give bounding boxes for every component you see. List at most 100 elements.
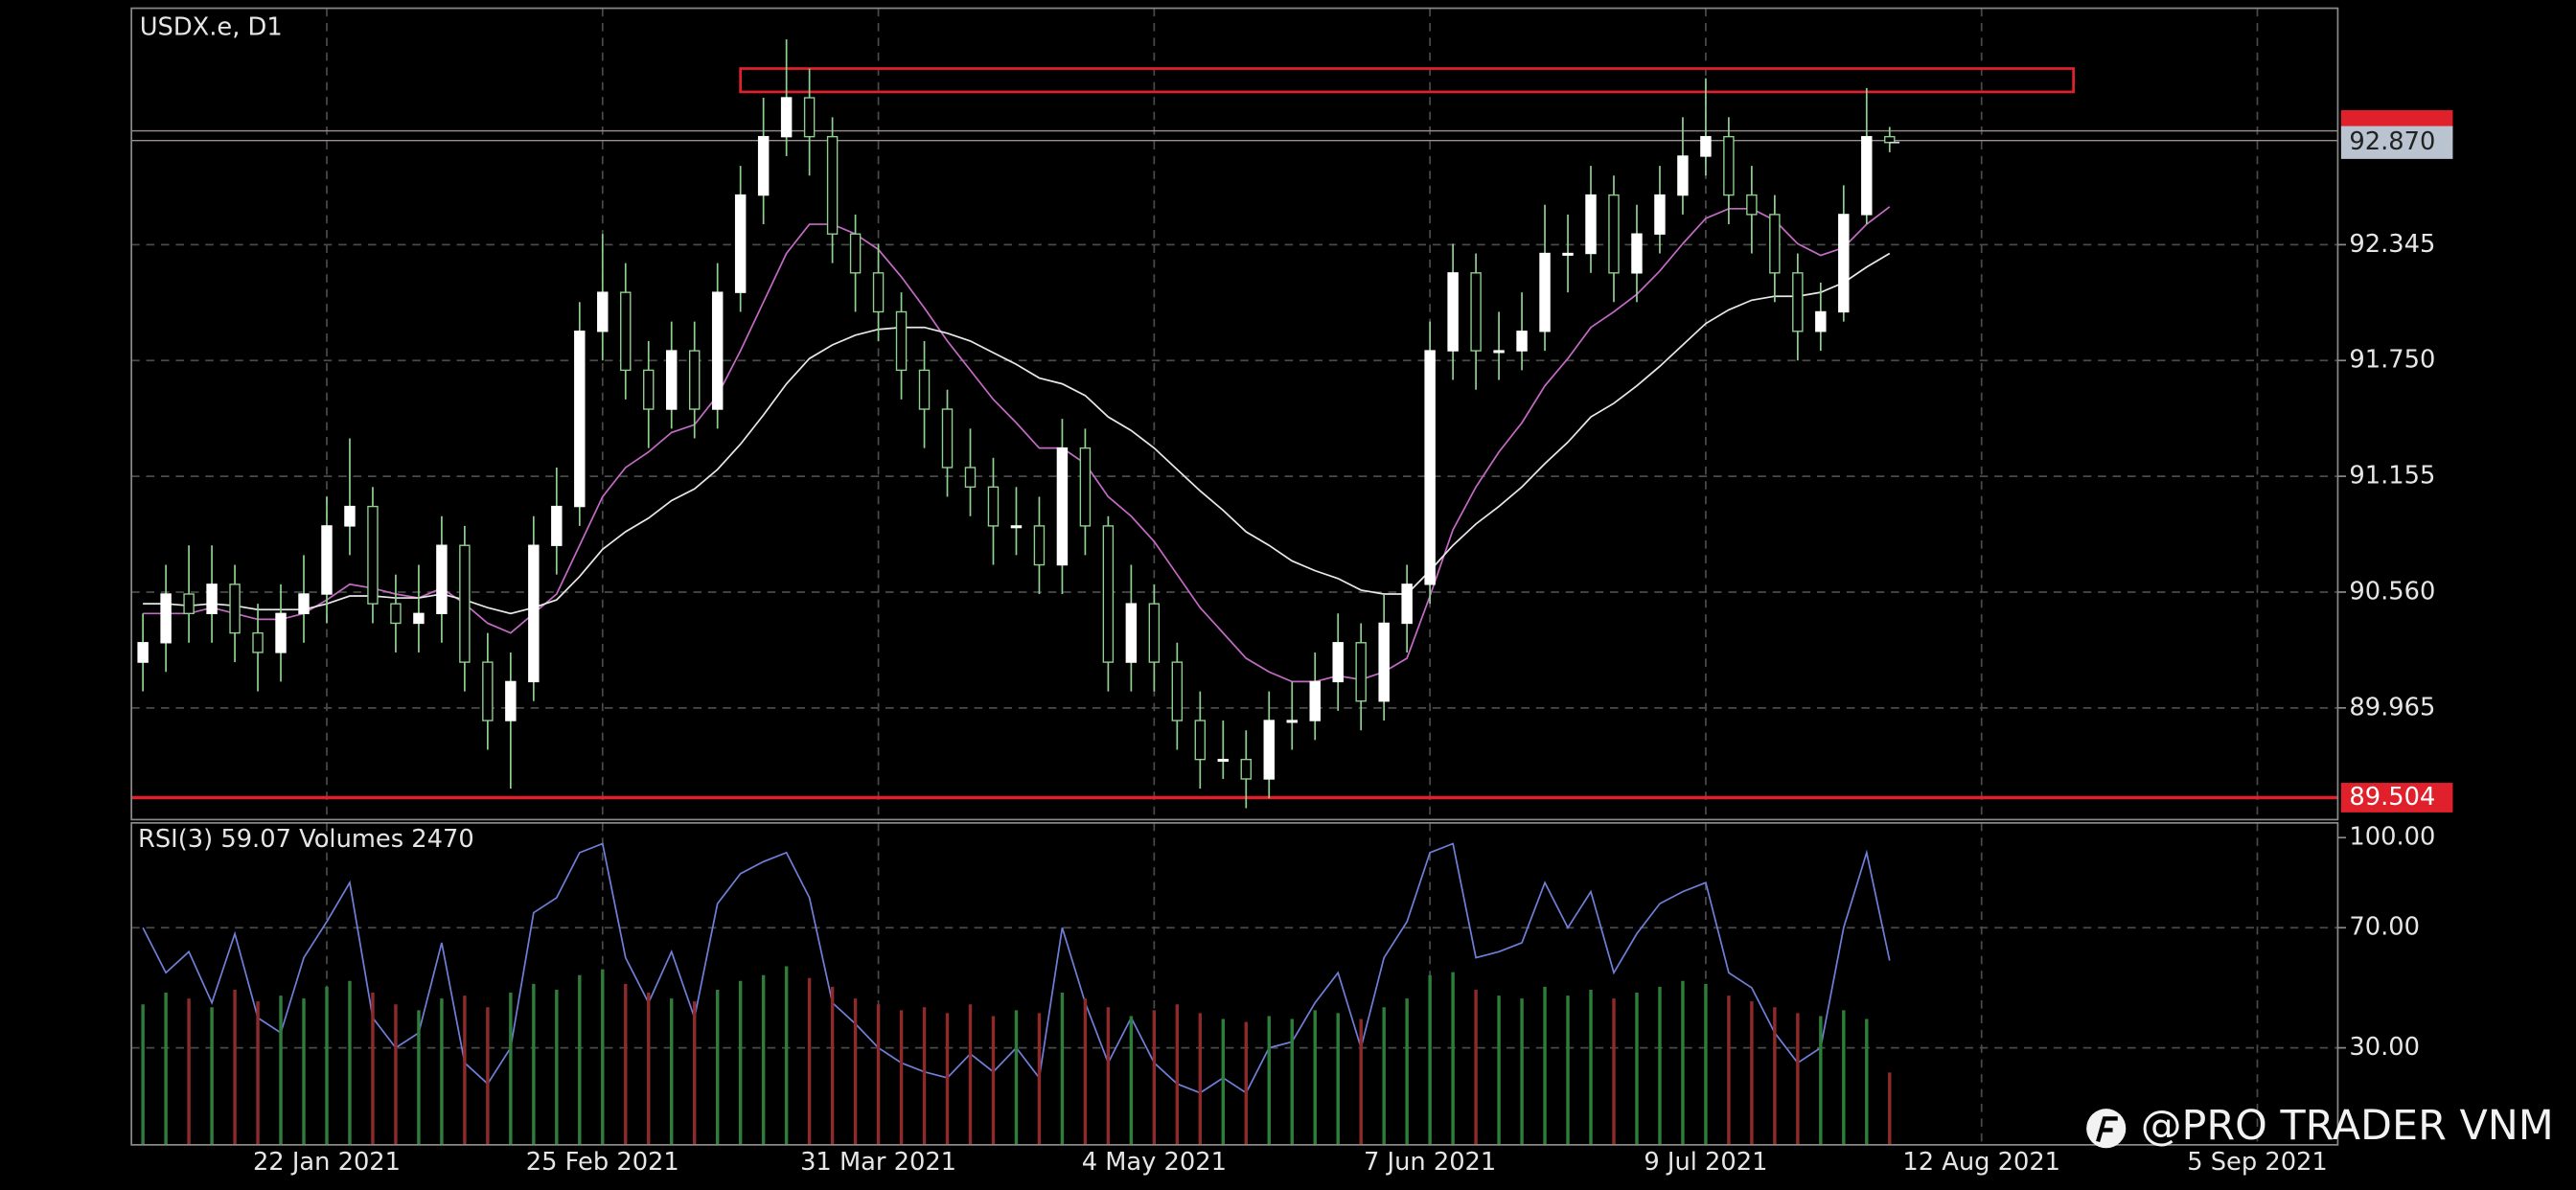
candle-body: [1884, 135, 1896, 144]
indicator-value: 59.07: [220, 824, 291, 853]
x-tick-label: 12 Aug 2021: [1902, 1148, 2060, 1177]
x-tick-label: 5 Sep 2021: [2187, 1148, 2328, 1177]
y-tick-label: 91.750: [2349, 346, 2435, 375]
watermark: @PRO TRADER VNM: [2141, 1102, 2554, 1150]
candle-body: [941, 408, 954, 469]
candle-body: [872, 272, 885, 313]
candle-body: [137, 642, 149, 663]
x-tick-label: 31 Mar 2021: [800, 1148, 956, 1177]
candle-body: [1585, 194, 1597, 255]
candle-body: [1424, 350, 1436, 585]
y-tick-label: 92.345: [2349, 230, 2435, 259]
support-price-label: 89.504: [2349, 783, 2435, 812]
candle-body: [964, 467, 977, 488]
candle-body: [1194, 720, 1207, 761]
candle-body: [436, 544, 448, 614]
candle-body: [1355, 642, 1367, 702]
candle-body: [688, 350, 701, 410]
candle-body: [160, 593, 172, 644]
candle-body: [1516, 331, 1528, 352]
x-tick-label: 25 Feb 2021: [526, 1148, 679, 1177]
x-tick-label: 7 Jun 2021: [1364, 1148, 1496, 1177]
candle-body: [298, 593, 310, 614]
candle-body: [229, 584, 241, 634]
candle-body: [1838, 214, 1850, 313]
candle-body: [390, 603, 402, 625]
support-price-box: [2340, 783, 2453, 812]
candle-body: [849, 233, 862, 274]
candle-body: [643, 369, 655, 410]
candle-body: [183, 593, 195, 614]
candle-body: [1056, 446, 1069, 566]
candle-body: [1746, 194, 1758, 216]
current-price-label: 92.870: [2349, 127, 2435, 156]
x-tick-label: 4 May 2021: [1082, 1148, 1227, 1177]
watermark-icon: [2086, 1109, 2127, 1149]
candle-body: [1608, 194, 1620, 274]
rsi-pane-frame: [130, 822, 2339, 1146]
candle-body: [1171, 661, 1184, 721]
candle-body: [1861, 135, 1873, 216]
candle-body: [551, 505, 563, 546]
y-tick-label: 30.00: [2349, 1033, 2420, 1062]
candle-body: [1125, 603, 1138, 663]
y-tick-label: 70.00: [2349, 913, 2420, 942]
plot-layer: [131, 39, 2338, 1145]
candle-body: [757, 135, 770, 196]
candle-body: [1677, 155, 1689, 196]
candle-body: [1815, 310, 1827, 332]
candle-body: [826, 135, 839, 235]
candle-body: [620, 291, 632, 372]
candle-body: [1309, 680, 1321, 721]
candle-body: [252, 631, 264, 653]
candle-body: [1792, 272, 1804, 332]
candle-body: [780, 97, 793, 138]
candle-body: [505, 680, 517, 721]
candle-body: [1631, 233, 1643, 274]
resistance-zone: [739, 67, 2076, 94]
candle-body: [1263, 720, 1275, 780]
candle-body: [1401, 584, 1413, 625]
candle-body: [1539, 252, 1551, 332]
indicator-header: RSI(3) 59.07 Volumes 2470: [138, 824, 474, 853]
chart-title: USDX.e, D1: [140, 13, 283, 42]
candle-body: [918, 369, 931, 410]
candle-body: [206, 584, 218, 614]
candle-body: [1562, 252, 1574, 256]
main-pane-frame: [130, 7, 2339, 821]
candle-body: [1332, 642, 1344, 683]
candle-body: [1010, 525, 1023, 529]
moving-average: [143, 252, 1891, 615]
moving-average: [143, 206, 1891, 683]
candle-body: [1033, 525, 1046, 566]
indicator-name: RSI(3): [138, 824, 213, 853]
candle-body: [1148, 603, 1161, 663]
candle-body: [1654, 194, 1666, 235]
candle-body: [1240, 758, 1252, 780]
candle-body: [666, 350, 678, 410]
x-tick-label: 9 Jul 2021: [1644, 1148, 1767, 1177]
candle-body: [1470, 272, 1482, 352]
candle-body: [1102, 525, 1115, 663]
candle-body: [1378, 622, 1390, 702]
candle-body: [597, 291, 609, 332]
candle-body: [734, 194, 747, 293]
candle-body: [482, 661, 494, 721]
candle-body: [803, 97, 816, 138]
candle-body: [1217, 758, 1230, 763]
x-tick-label: 22 Jan 2021: [253, 1148, 401, 1177]
candle-body: [1447, 272, 1459, 352]
indicator-value: 2470: [411, 824, 473, 853]
y-tick-label: 100.00: [2349, 823, 2435, 852]
candle-body: [1286, 720, 1298, 723]
candle-body: [528, 544, 540, 683]
candle-body: [1493, 350, 1505, 354]
candle-body: [711, 291, 724, 410]
current-price-box: [2340, 126, 2453, 159]
candle-body: [321, 525, 333, 595]
candle-body: [1723, 135, 1735, 196]
candle-body: [574, 331, 586, 508]
candle-body: [275, 612, 287, 653]
